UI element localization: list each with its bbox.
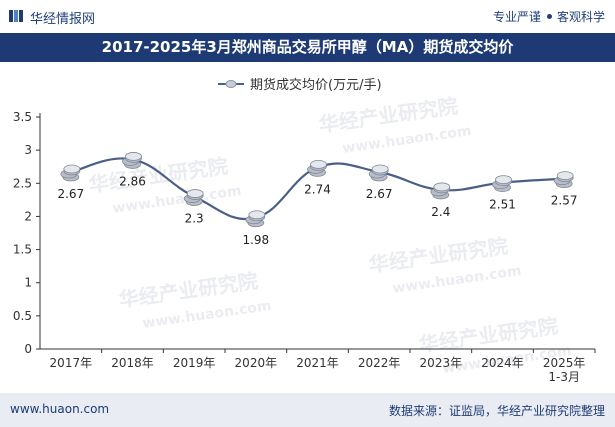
x-tick-label: 2019年 (173, 356, 216, 370)
footer-url: www.huaon.com (10, 402, 110, 416)
data-points (60, 152, 574, 228)
tag-objective: 客观科学 (556, 10, 605, 24)
data-label: 2.51 (489, 198, 516, 212)
data-label: 2.67 (366, 187, 393, 201)
y-tick-label: 2.5 (13, 176, 32, 190)
data-point-marker (245, 210, 266, 228)
x-tick-label: 2021年 (296, 356, 339, 370)
coin-top-icon (186, 189, 204, 198)
data-point-marker (183, 189, 204, 206)
tag-professional: 专业严谨 (492, 10, 541, 24)
line-chart: 华经产业研究院www.huaon.com华经产业研究院www.huaon.com… (13, 77, 596, 384)
coin-top-icon (433, 182, 451, 192)
data-label: 2.3 (185, 212, 204, 226)
x-tick-label: 2024年 (481, 356, 524, 370)
data-label: 2.57 (551, 194, 578, 208)
y-tick-label: 0 (24, 342, 32, 356)
legend: 期货成交均价(万元/手) (218, 77, 382, 93)
data-label: 2.74 (304, 182, 331, 196)
brand-name: 华经情报网 (30, 12, 96, 27)
y-tick-label: 1 (24, 276, 32, 290)
coin-top-icon (63, 164, 81, 174)
axes: 0 0.5 1 1.5 2 2.5 3 3.5 2017年 2018年 2019年 2020年 2021… (13, 110, 596, 384)
x-tick-label: 2020年 (235, 356, 278, 370)
coin-top-icon (371, 164, 389, 174)
watermark-layer: 华经产业研究院www.huaon.com华经产业研究院www.huaon.com… (87, 94, 572, 377)
coin-top-icon (248, 210, 266, 220)
chart-title: 2017-2025年3月郑州商品交易所甲醇（MA）期货成交均价 (0, 33, 615, 62)
x-tick-label: 2018年 (111, 356, 154, 370)
x-tick-label: 1-3月 (548, 370, 580, 384)
data-point-marker (430, 182, 451, 200)
brand-tags: 专业严谨 客观科学 (493, 8, 605, 25)
coin-top-icon (556, 171, 574, 181)
data-point-marker (553, 171, 574, 189)
data-point-marker (492, 175, 512, 193)
footer-bar: www.huaon.com 数据来源：证监局，华经产业研究院整理 (0, 393, 615, 427)
huajing-logo-icon (9, 10, 23, 22)
y-tick-label: 0.5 (13, 309, 32, 323)
legend-label: 期货成交均价(万元/手) (250, 77, 382, 93)
data-label: 2.4 (431, 205, 450, 219)
x-tick-label: 2023年 (420, 356, 463, 370)
y-tick-label: 3.5 (13, 110, 32, 124)
data-point-marker (60, 164, 81, 182)
data-point-marker (122, 152, 142, 169)
data-label: 1.98 (242, 233, 269, 247)
data-labels: 2.67 2.86 2.3 1.98 2.74 2.67 2.4 2.51 2.57 (57, 174, 577, 246)
y-tick-label: 2 (24, 209, 32, 223)
x-tick-label: 2022年 (358, 356, 401, 370)
data-label: 2.67 (57, 187, 84, 201)
y-tick-label: 3 (24, 143, 32, 157)
y-tick-label: 1.5 (13, 243, 32, 257)
separator-dot-icon (546, 14, 552, 19)
data-point-marker (368, 164, 389, 182)
data-label: 2.86 (119, 174, 146, 188)
coin-top-icon (495, 175, 512, 185)
x-tick-label: 2025年 (543, 356, 586, 370)
data-point-marker (307, 159, 327, 177)
data-source: 数据来源：证监局，华经产业研究院整理 (388, 404, 605, 418)
coin-top-icon (125, 152, 142, 161)
legend-coin-icon (225, 80, 237, 88)
x-tick-label: 2017年 (50, 356, 93, 370)
header-bar: 华经情报网 专业严谨 客观科学 (0, 0, 615, 33)
coin-top-icon (310, 159, 327, 169)
